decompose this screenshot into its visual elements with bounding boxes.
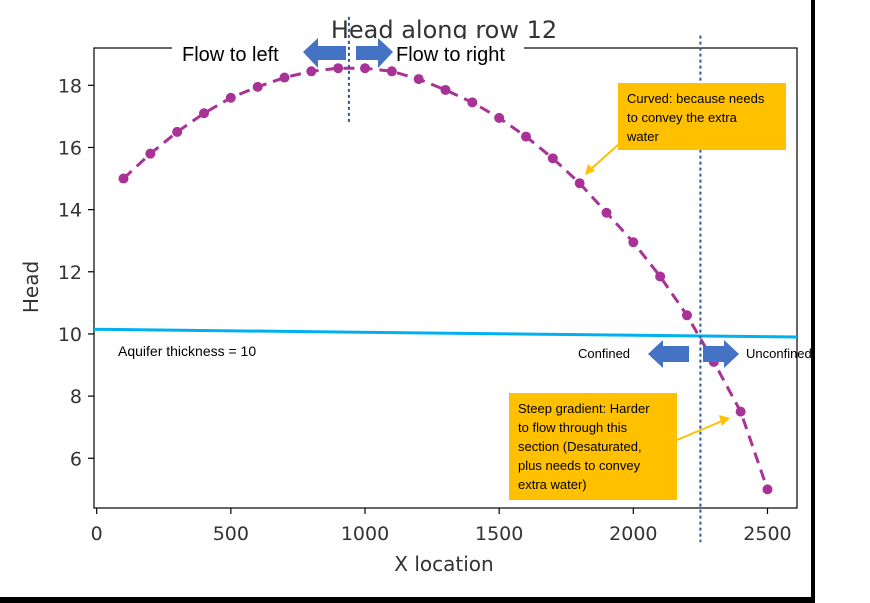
- data-point: [306, 66, 317, 77]
- steep-note-box: [509, 393, 677, 500]
- y-axis-label: Head: [19, 261, 43, 313]
- steep-note-line-4: plus needs to convey: [518, 458, 641, 473]
- flow-left-label: Flow to left: [182, 44, 279, 66]
- data-point: [735, 406, 746, 417]
- data-point: [520, 131, 531, 142]
- data-point: [386, 66, 397, 77]
- aquifer-thickness-line: [93, 327, 798, 339]
- data-point: [279, 72, 290, 83]
- data-point: [413, 74, 424, 85]
- data-point: [225, 92, 236, 103]
- steep-note-pointer-head: [719, 415, 730, 426]
- x-tick-label: 1500: [475, 523, 523, 545]
- flow-left-arrow: [303, 38, 346, 68]
- data-point: [333, 63, 344, 74]
- x-tick-label: 1000: [341, 523, 389, 545]
- x-tick-label: 2000: [609, 523, 657, 545]
- x-tick-label: 2500: [743, 523, 791, 545]
- unconfined-arrow: [703, 340, 739, 368]
- curved-note-pointer: [589, 142, 621, 171]
- steep-note-line-2: to flow through this: [518, 420, 628, 435]
- curved-note-pointer-head: [585, 164, 595, 175]
- data-point: [467, 97, 478, 108]
- data-point: [360, 63, 371, 74]
- x-axis-label: X location: [394, 552, 493, 576]
- y-tick-label: 10: [58, 324, 82, 346]
- y-tick-label: 14: [58, 200, 82, 222]
- curved-note-box: [618, 83, 786, 150]
- aquifer-thickness-label: Aquifer thickness = 10: [118, 343, 256, 359]
- data-point: [762, 484, 773, 495]
- curved-note-line-2: to convey the extra: [627, 110, 738, 125]
- data-point: [252, 81, 263, 92]
- data-point: [494, 112, 505, 123]
- flow-right-arrow: [356, 38, 393, 68]
- data-point: [681, 310, 692, 321]
- data-point: [655, 271, 666, 282]
- data-point: [601, 207, 612, 218]
- y-axis: 6 8 10 12 14 16 18: [58, 75, 94, 470]
- data-point: [440, 84, 451, 95]
- window-frame-right: [811, 0, 815, 603]
- head-series-markers: [118, 63, 773, 495]
- window-frame-bottom: [0, 597, 815, 603]
- confined-label: Confined: [578, 346, 630, 361]
- x-axis: 0 500 1000 1500 2000 2500: [91, 508, 792, 545]
- curved-note-line-3: water: [626, 129, 659, 144]
- y-tick-label: 18: [58, 75, 82, 97]
- data-point: [547, 153, 558, 164]
- curved-note-line-1: Curved: because needs: [627, 91, 765, 106]
- y-tick-label: 6: [70, 448, 82, 470]
- steep-note-line-1: Steep gradient: Harder: [518, 401, 650, 416]
- steep-note-line-5: extra water): [518, 477, 587, 492]
- data-point: [145, 148, 156, 159]
- unconfined-label: Unconfined: [746, 346, 812, 361]
- data-point: [118, 173, 129, 184]
- y-tick-label: 16: [58, 137, 82, 159]
- x-tick-label: 500: [213, 523, 249, 545]
- steep-note-line-3: section (Desaturated,: [518, 439, 642, 454]
- steep-note-pointer: [676, 420, 723, 441]
- x-tick-label: 0: [91, 523, 103, 545]
- data-point: [628, 237, 639, 248]
- confined-arrow: [648, 340, 689, 368]
- flow-right-label: Flow to right: [396, 44, 505, 66]
- data-point: [199, 108, 210, 119]
- data-point: [172, 126, 183, 137]
- data-point: [574, 178, 585, 189]
- y-tick-label: 12: [58, 262, 82, 284]
- y-tick-label: 8: [70, 386, 82, 408]
